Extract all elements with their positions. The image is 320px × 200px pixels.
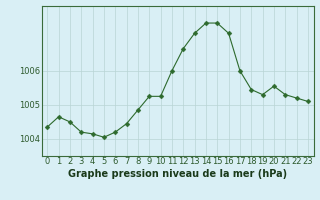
- X-axis label: Graphe pression niveau de la mer (hPa): Graphe pression niveau de la mer (hPa): [68, 169, 287, 179]
